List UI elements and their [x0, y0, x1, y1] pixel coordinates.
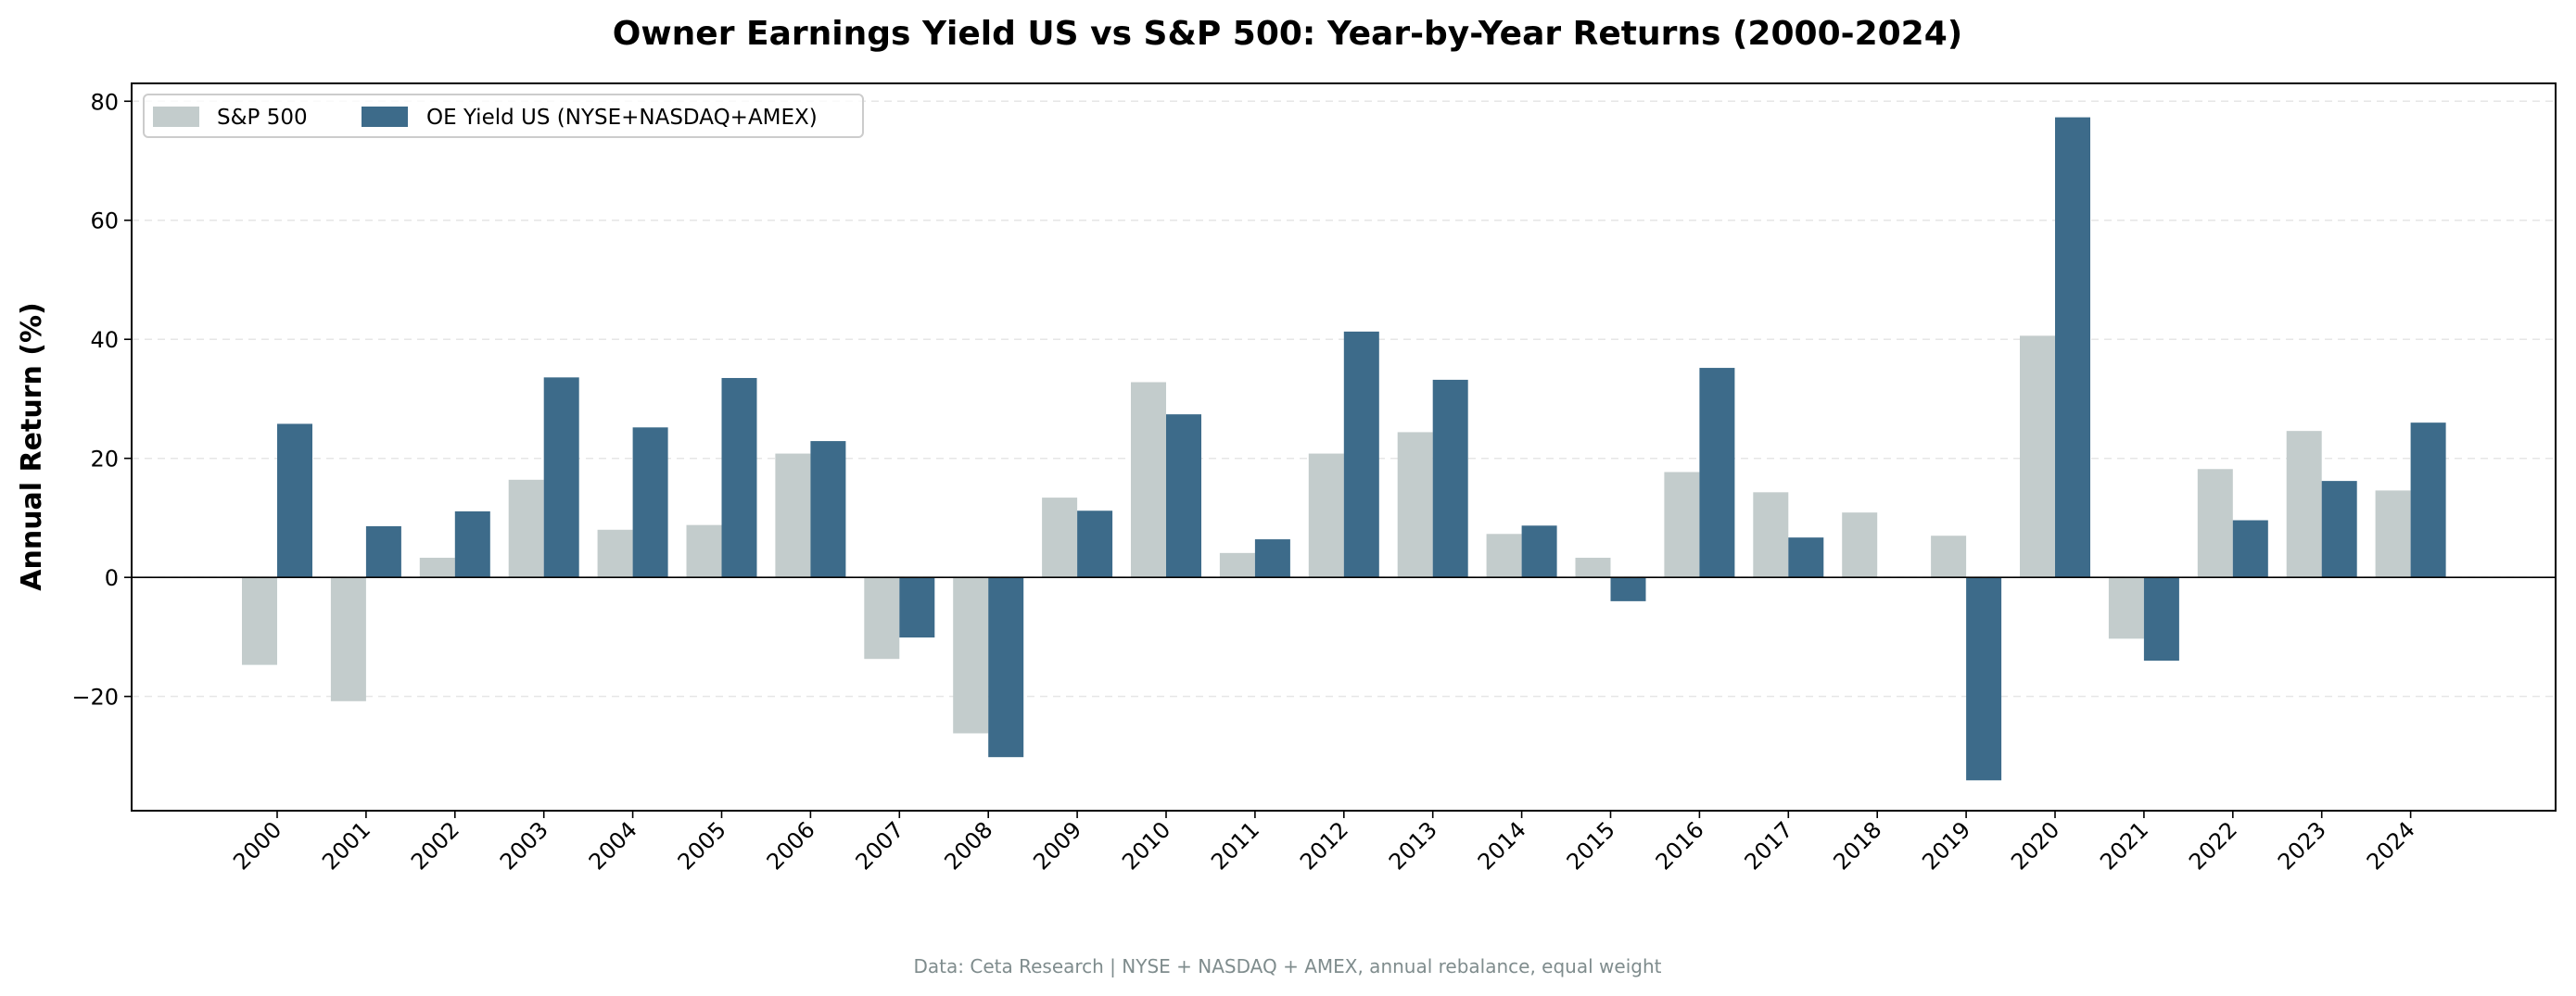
bar-oe-yield [1966, 577, 2002, 781]
bar-sp500 [1575, 557, 1611, 578]
bar-sp500 [1219, 552, 1255, 578]
bar-oe-yield [632, 427, 668, 578]
bar-sp500 [1753, 492, 1789, 578]
x-tick-label: 2017 [1740, 816, 1798, 875]
bar-oe-yield [1788, 537, 1824, 578]
x-tick-label: 2019 [1917, 816, 1975, 875]
y-tick-label: 0 [105, 565, 119, 591]
bar-oe-yield [365, 525, 401, 578]
bar-oe-yield [988, 577, 1024, 758]
gridlines [132, 100, 2556, 698]
x-tick-label: 2014 [1473, 816, 1531, 875]
legend-label-sp500: S&P 500 [217, 106, 308, 130]
x-tick-label: 2006 [762, 816, 820, 875]
bar-oe-yield [2055, 117, 2090, 578]
bar-sp500 [686, 524, 722, 578]
x-tick-label: 2009 [1028, 816, 1086, 875]
bar-oe-yield [810, 441, 846, 578]
x-tick-label: 2000 [228, 816, 286, 875]
x-tick-label: 2020 [2006, 816, 2064, 875]
plot-frame [131, 82, 2557, 812]
x-tick-label: 2003 [495, 816, 553, 875]
bar-oe-yield [1166, 414, 1201, 578]
bars [242, 117, 2446, 781]
bar-sp500 [953, 577, 989, 734]
x-tick-label: 2002 [406, 816, 464, 875]
x-tick-label: 2008 [939, 816, 997, 875]
bar-sp500 [2197, 469, 2233, 578]
bar-sp500 [1042, 498, 1078, 578]
bar-sp500 [2020, 335, 2055, 578]
bar-oe-yield [2143, 577, 2179, 662]
bar-oe-yield [899, 577, 935, 638]
x-tick-label: 2016 [1651, 816, 1709, 875]
bar-sp500 [2375, 490, 2411, 578]
legend: S&P 500 OE Yield US (NYSE+NASDAQ+AMEX) [143, 94, 864, 138]
bar-sp500 [1397, 432, 1433, 578]
x-tick-label: 2015 [1562, 816, 1620, 875]
bar-oe-yield [2321, 481, 2357, 578]
bar-sp500 [1308, 453, 1344, 578]
bar-sp500 [1486, 534, 1522, 578]
x-tick-label: 2011 [1206, 816, 1264, 875]
y-tick-label: 20 [90, 447, 119, 473]
bar-oe-yield [543, 377, 579, 578]
y-axis-label: Annual Return (%) [16, 302, 48, 590]
footnote: Data: Ceta Research | NYSE + NASDAQ + AM… [914, 955, 1662, 977]
y-tick-label: 40 [90, 327, 119, 353]
bar-sp500 [508, 479, 544, 578]
legend-swatch-oe-yield [362, 107, 408, 127]
bar-oe-yield [1254, 539, 1290, 578]
bar-sp500 [330, 577, 366, 701]
x-tick-label: 2012 [1295, 816, 1353, 875]
bar-sp500 [1131, 382, 1166, 578]
bar-oe-yield [1610, 577, 1646, 601]
chart-title: Owner Earnings Yield US vs S&P 500: Year… [613, 15, 1962, 53]
x-tick-label: 2001 [317, 816, 375, 875]
bar-sp500 [1842, 512, 1878, 578]
bar-oe-yield [1521, 525, 1557, 578]
x-tick-label: 2021 [2095, 816, 2153, 875]
bar-oe-yield [2410, 422, 2446, 578]
bar-sp500 [242, 577, 277, 665]
x-axis-ticks: 2000 2001 2002 2003 2004 2005 2006 2007 2008 2009… [228, 811, 2420, 875]
legend-frame [143, 94, 864, 138]
y-axis-ticks: −20 0 20 40 60 80 [71, 89, 132, 711]
bar-oe-yield [1699, 368, 1735, 578]
x-tick-label: 2004 [584, 816, 642, 875]
legend-swatch-sp500 [153, 107, 199, 127]
bar-oe-yield [2232, 520, 2268, 578]
x-tick-label: 2005 [673, 816, 731, 875]
bar-oe-yield [1432, 379, 1468, 578]
x-tick-label: 2007 [851, 816, 909, 875]
bar-oe-yield [277, 423, 312, 578]
y-tick-label: 60 [90, 208, 119, 234]
x-tick-label: 2022 [2184, 816, 2242, 875]
bar-oe-yield [1077, 511, 1113, 578]
bar-oe-yield [721, 377, 757, 578]
bar-oe-yield [1343, 331, 1379, 578]
x-tick-label: 2023 [2273, 816, 2331, 875]
y-tick-label: −20 [71, 685, 119, 711]
bar-sp500 [775, 453, 811, 578]
x-tick-label: 2024 [2362, 816, 2420, 875]
bar-sp500 [2286, 431, 2322, 578]
x-tick-label: 2010 [1117, 816, 1175, 875]
bar-sp500 [597, 529, 633, 578]
y-tick-label: 80 [90, 89, 119, 115]
bar-sp500 [1931, 536, 1967, 578]
bar-sp500 [864, 577, 900, 660]
bar-sp500 [2108, 577, 2144, 639]
legend-label-oe-yield: OE Yield US (NYSE+NASDAQ+AMEX) [426, 106, 818, 130]
bar-oe-yield [454, 511, 490, 578]
bar-sp500 [1664, 472, 1700, 578]
bar-sp500 [419, 557, 455, 578]
x-tick-label: 2018 [1828, 816, 1886, 875]
x-tick-label: 2013 [1384, 816, 1442, 875]
